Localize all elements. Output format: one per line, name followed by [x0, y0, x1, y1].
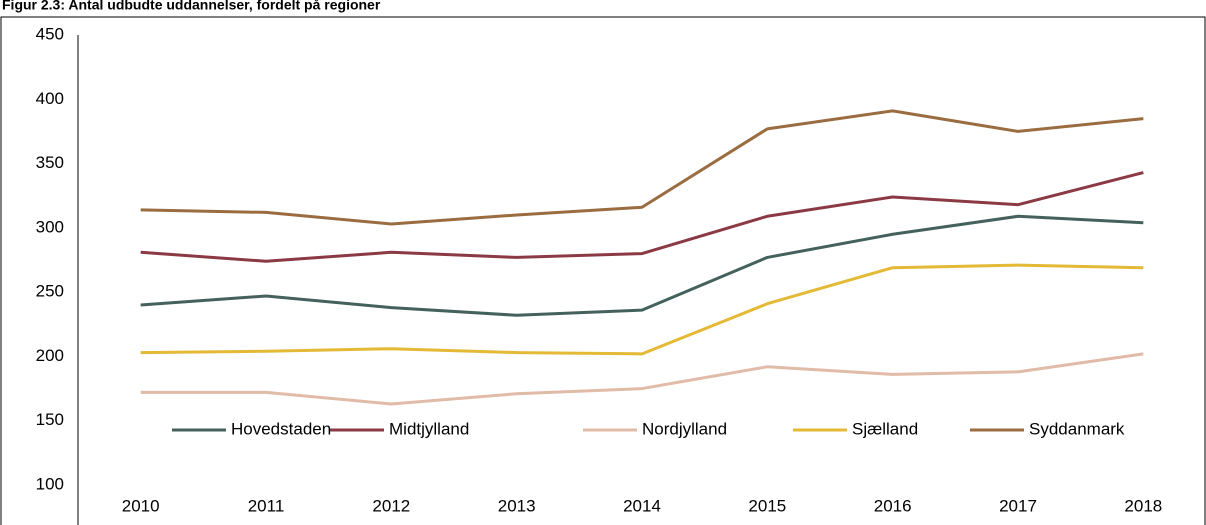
y-tick-label: 200	[36, 346, 64, 365]
x-tick-label: 2014	[623, 496, 661, 515]
chart-title: Figur 2.3: Antal udbudte uddannelser, fo…	[2, 0, 381, 13]
y-tick-label: 150	[36, 410, 64, 429]
x-tick-label: 2011	[248, 496, 285, 515]
legend-label: Sjælland	[852, 419, 918, 438]
y-tick-label: 250	[36, 282, 64, 301]
y-tick-label: 450	[36, 24, 64, 43]
legend-label: Hovedstaden	[231, 419, 331, 438]
line-series	[140, 109, 1144, 226]
line-series	[140, 263, 1144, 356]
y-tick-label: 300	[36, 217, 64, 236]
x-tick-label: 2016	[874, 496, 912, 515]
line-series	[140, 214, 1144, 317]
x-tick-label: 2017	[999, 496, 1037, 515]
x-tick-label: 2010	[122, 496, 160, 515]
y-tick-label: 400	[36, 89, 64, 108]
x-tick-label: 2015	[748, 496, 786, 515]
line-series	[140, 171, 1144, 263]
x-tick-label: 2012	[372, 496, 410, 515]
line-series	[140, 352, 1144, 406]
legend-label: Syddanmark	[1029, 419, 1125, 438]
x-tick-label: 2013	[498, 496, 536, 515]
chart-frame	[0, 16, 1206, 525]
legend-label: Nordjylland	[642, 419, 727, 438]
legend-label: Midtjylland	[389, 419, 469, 438]
y-tick-label: 350	[36, 153, 64, 172]
x-tick-label: 2018	[1124, 496, 1162, 515]
y-tick-label: 100	[36, 474, 64, 493]
